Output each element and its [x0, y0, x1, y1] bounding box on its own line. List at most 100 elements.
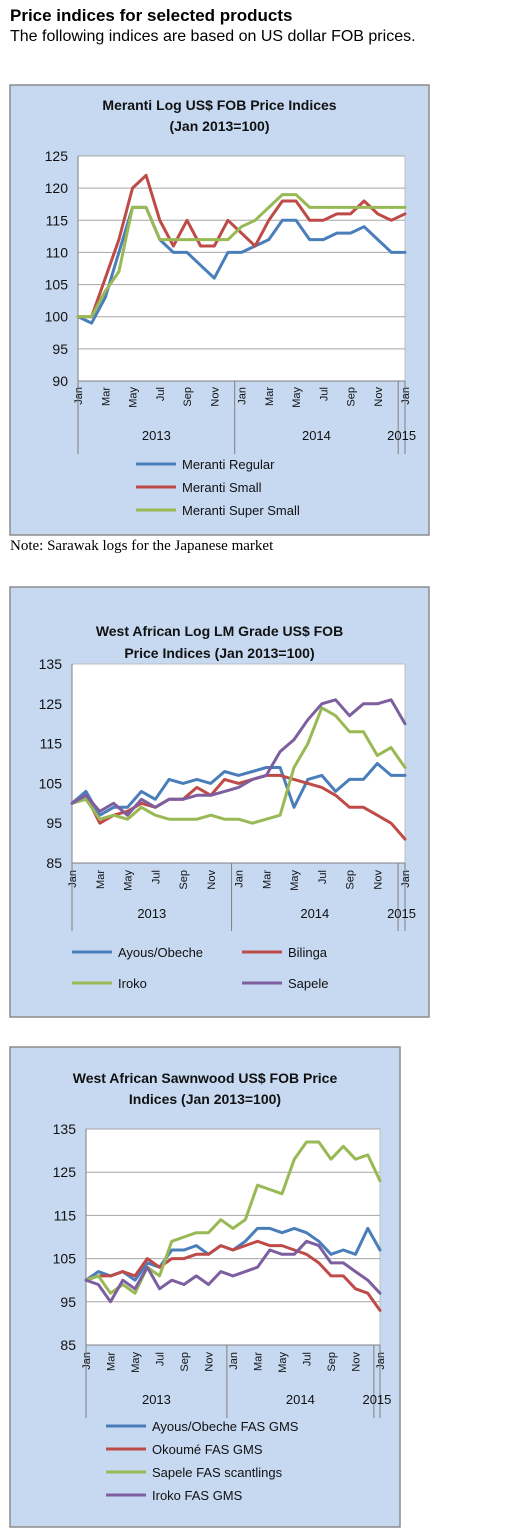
- x-tick-label: Mar: [106, 1352, 118, 1371]
- series-line: [84, 1140, 382, 1295]
- x-tick-label: Sep: [346, 387, 358, 407]
- series-line: [70, 773, 407, 841]
- x-tick-label: Jan: [73, 387, 85, 405]
- x-tick-label: Mar: [261, 870, 273, 889]
- x-tick-label: Jul: [318, 387, 330, 401]
- year-label: 2013: [142, 428, 171, 443]
- y-tick-label: 135: [39, 656, 63, 672]
- chart-title-line: Price Indices (Jan 2013=100): [124, 645, 314, 661]
- chart-title-line: (Jan 2013=100): [169, 118, 269, 134]
- series-line: [84, 1239, 382, 1304]
- x-tick-label: May: [291, 387, 303, 408]
- y-tick-label: 90: [52, 373, 68, 389]
- x-tick-label: Jan: [400, 870, 412, 888]
- year-label: 2014: [286, 1392, 315, 1407]
- x-tick-label: May: [128, 387, 140, 408]
- y-tick-label: 85: [46, 855, 62, 871]
- year-label: 2015: [387, 428, 416, 443]
- legend-label: Iroko FAS GMS: [152, 1488, 243, 1503]
- meranti-log-chart: Meranti Log US$ FOB Price Indices (Jan 20…: [9, 84, 430, 536]
- y-tick-label: 115: [40, 736, 63, 752]
- x-tick-label: Nov: [209, 387, 221, 407]
- x-tick-label: Jul: [155, 387, 167, 401]
- x-tick-label: Nov: [372, 870, 384, 890]
- legend-label: Bilinga: [288, 945, 328, 960]
- x-tick-label: Jul: [317, 870, 329, 884]
- y-tick-label: 85: [60, 1337, 76, 1353]
- legend-label: Meranti Regular: [182, 457, 275, 472]
- chart-title-line: Indices (Jan 2013=100): [129, 1091, 281, 1107]
- y-tick-label: 125: [39, 696, 63, 712]
- legend-label: Sapele: [288, 976, 328, 991]
- legend-label: Sapele FAS scantlings: [152, 1465, 283, 1480]
- x-tick-label: Nov: [206, 870, 218, 890]
- y-tick-label: 105: [39, 775, 63, 791]
- year-label: 2015: [362, 1392, 391, 1407]
- chart-note: Note: Sarawak logs for the Japanese mark…: [10, 538, 274, 554]
- page-heading: Price indices for selected products: [10, 6, 293, 25]
- y-tick-label: 105: [45, 277, 69, 293]
- y-tick-label: 105: [53, 1251, 77, 1267]
- x-tick-label: Jan: [67, 870, 79, 888]
- plot-area: [77, 155, 406, 382]
- x-tick-label: Sep: [179, 1352, 191, 1372]
- y-tick-label: 95: [60, 1294, 76, 1310]
- chart-title-line: Meranti Log US$ FOB Price Indices: [102, 97, 336, 113]
- y-tick-label: 95: [52, 341, 68, 357]
- year-label: 2014: [300, 906, 329, 921]
- x-tick-label: Jul: [150, 870, 162, 884]
- x-tick-label: Nov: [351, 1352, 363, 1372]
- series-line: [70, 698, 407, 817]
- series-line: [76, 193, 407, 319]
- x-tick-label: Sep: [182, 387, 194, 407]
- plot-area: [85, 1128, 381, 1346]
- x-tick-label: May: [289, 870, 301, 891]
- x-tick-label: Nov: [373, 387, 385, 407]
- series-line: [76, 173, 407, 319]
- y-tick-label: 110: [46, 244, 69, 260]
- legend-label: Ayous/Obeche: [118, 945, 203, 960]
- x-tick-label: May: [123, 870, 135, 891]
- x-tick-label: Jan: [400, 387, 412, 405]
- x-tick-label: Mar: [95, 870, 107, 889]
- west-african-log-chart: West African Log LM Grade US$ FOB Price I…: [9, 586, 430, 1018]
- series-line: [70, 706, 407, 825]
- x-tick-label: Jan: [375, 1352, 387, 1370]
- legend-label: Ayous/Obeche FAS GMS: [152, 1419, 299, 1434]
- x-tick-label: May: [277, 1352, 289, 1373]
- series-line: [84, 1239, 382, 1312]
- x-tick-label: Mar: [264, 387, 276, 406]
- x-tick-label: Jan: [237, 387, 249, 405]
- year-label: 2015: [387, 906, 416, 921]
- legend-label: Iroko: [118, 976, 147, 991]
- legend-label: Okoumé FAS GMS: [152, 1442, 263, 1457]
- y-tick-label: 115: [46, 212, 69, 228]
- x-tick-label: Jan: [228, 1352, 240, 1370]
- x-tick-label: Sep: [178, 870, 190, 890]
- x-tick-label: Nov: [204, 1352, 216, 1372]
- y-tick-label: 95: [46, 815, 62, 831]
- y-tick-label: 115: [54, 1207, 77, 1223]
- page-subheading: The following indices are based on US do…: [10, 28, 416, 45]
- y-tick-label: 100: [45, 309, 69, 325]
- x-tick-label: May: [130, 1352, 142, 1373]
- y-tick-label: 120: [45, 180, 69, 196]
- year-label: 2013: [142, 1392, 171, 1407]
- x-tick-label: Sep: [345, 870, 357, 890]
- plot-area: [71, 663, 406, 864]
- y-tick-label: 125: [45, 148, 69, 164]
- x-tick-label: Jan: [81, 1352, 93, 1370]
- x-tick-label: Jan: [234, 870, 246, 888]
- x-tick-label: Jul: [302, 1352, 314, 1366]
- legend-label: Meranti Super Small: [182, 503, 300, 518]
- x-tick-label: Jul: [155, 1352, 167, 1366]
- y-tick-label: 135: [53, 1121, 77, 1137]
- west-african-sawnwood-chart: West African Sawnwood US$ FOB Price Indic…: [9, 1046, 401, 1528]
- x-tick-label: Mar: [253, 1352, 265, 1371]
- y-tick-label: 125: [53, 1164, 77, 1180]
- legend-label: Meranti Small: [182, 480, 262, 495]
- year-label: 2013: [137, 906, 166, 921]
- series-line: [70, 762, 407, 817]
- x-tick-label: Sep: [326, 1352, 338, 1372]
- chart-title-line: West African Log LM Grade US$ FOB: [96, 623, 343, 639]
